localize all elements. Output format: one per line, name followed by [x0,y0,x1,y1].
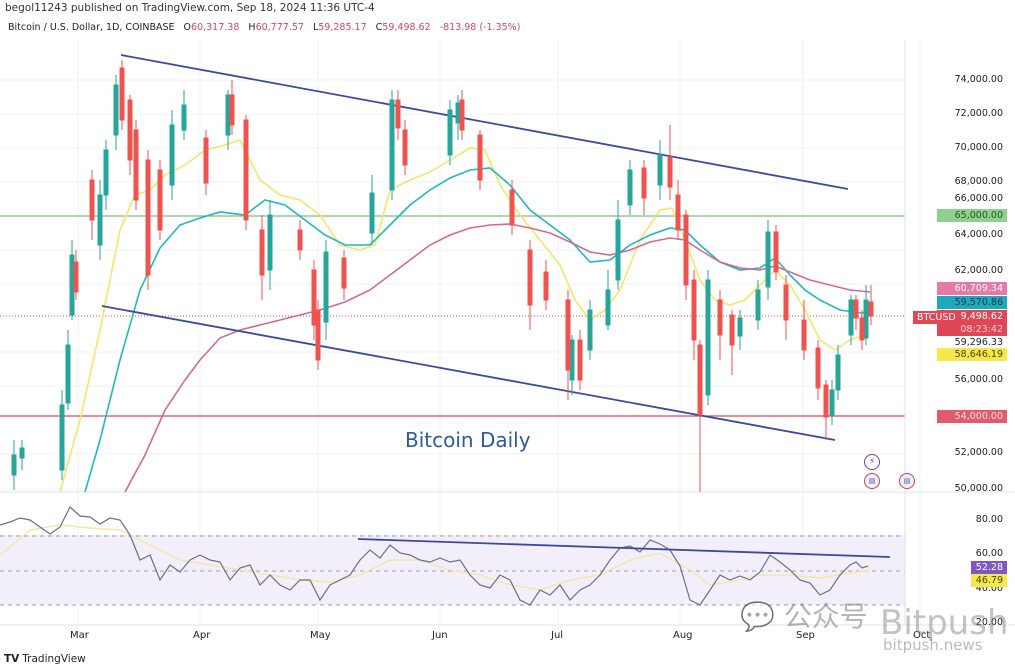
price-tick: 52,000.00 [954,447,1003,458]
open-label: O [183,22,192,33]
price-tick: 50,000.00 [954,483,1003,494]
support-price-tag: 54,000.00 [937,410,1007,423]
price-tick: 68,000.00 [954,176,1003,187]
low-label: L [312,22,319,33]
wechat-icon: 💬 [740,600,775,633]
bitpush-site-watermark: bitpush.news [883,636,983,654]
price-tick: 72,000.00 [954,108,1003,119]
high-label: H [248,22,256,33]
time-tick-oct: Oct [913,630,931,641]
sma-yellow-tag: 58,646.19 [937,348,1007,361]
price-tick: 64,000.00 [954,229,1003,240]
time-tick-mar: Mar [70,630,89,641]
rsi-tick: 60.00 [975,548,1003,559]
sma-teal [84,167,871,493]
symbol-description: Bitcoin / U.S. Dollar, 1D, COINBASE [8,22,175,33]
prev-low-tag: 59,296.33 [954,337,1003,348]
tradingview-logo[interactable]: TV TradingView [4,653,86,665]
close-label: C [375,22,383,33]
high-value: 60,777.57 [255,22,304,33]
rsi-ma-line [0,524,871,591]
rsi-tick: 20.00 [975,617,1003,628]
rsi-tick: 40.00 [975,583,1003,594]
time-tick-aug: Aug [673,630,693,641]
rsi-tick: 80.00 [975,514,1003,525]
price-tick: 62,000.00 [954,265,1003,276]
rsi-trendline[interactable] [357,538,891,558]
bitpush-watermark: Bitpush [880,603,1009,643]
sma-teal-tag: 59,570.86 [937,296,1007,309]
rsi-line[interactable] [0,506,869,606]
vertical-gridlines [77,40,921,625]
change-value: -813.98 (-1.35%) [439,22,521,33]
time-tick-may: May [310,630,331,641]
rsi-band-lines [0,535,905,606]
symbol-price-label: BTCUSD [913,311,960,324]
tradingview-brand: TradingView [22,653,86,665]
channel-top-trendline[interactable] [120,54,849,190]
countdown-tag: 08:23:42 [937,323,1007,336]
resistance-price-tag: 65,000.00 [937,209,1007,222]
sma-yellow [59,139,866,493]
open-value: 60,317.38 [191,22,240,33]
price-tick: 74,000.00 [954,74,1003,85]
channel-bottom-trendline[interactable] [101,305,836,441]
time-tick-jul: Jul [551,630,564,641]
time-tick-apr: Apr [193,630,211,641]
sma-pink-tag: 60,709.34 [937,282,1007,295]
rsi-value-tag: 52.28 [971,561,1007,574]
us-economic-event-icon[interactable]: ▤ [899,473,915,489]
ohlc-legend: Bitcoin / U.S. Dollar, 1D, COINBASE O60,… [8,22,520,33]
rsi-ma-value-tag: 46.79 [971,574,1007,587]
time-tick-jun: Jun [432,630,448,641]
wechat-watermark: 💬 公众号 [740,595,868,635]
low-value: 59,285.17 [318,22,367,33]
price-tick: 70,000.00 [954,142,1003,153]
tv-logo-icon: TV [4,653,20,665]
price-tick: 56,000.00 [954,374,1003,385]
us-economic-event-icon[interactable]: ▤ [864,473,880,489]
chart-annotation-text[interactable]: Bitcoin Daily [405,428,531,452]
publisher-line: begol11243 published on TradingView.com,… [5,2,375,14]
price-tick: 66,000.00 [954,193,1003,204]
time-tick-sep: Sep [796,630,815,641]
watermark-cn-text: 公众号 [783,600,868,633]
lightning-event-icon[interactable]: ⚡ [864,454,880,470]
close-value: 59,498.62 [382,22,431,33]
candles [11,60,874,492]
